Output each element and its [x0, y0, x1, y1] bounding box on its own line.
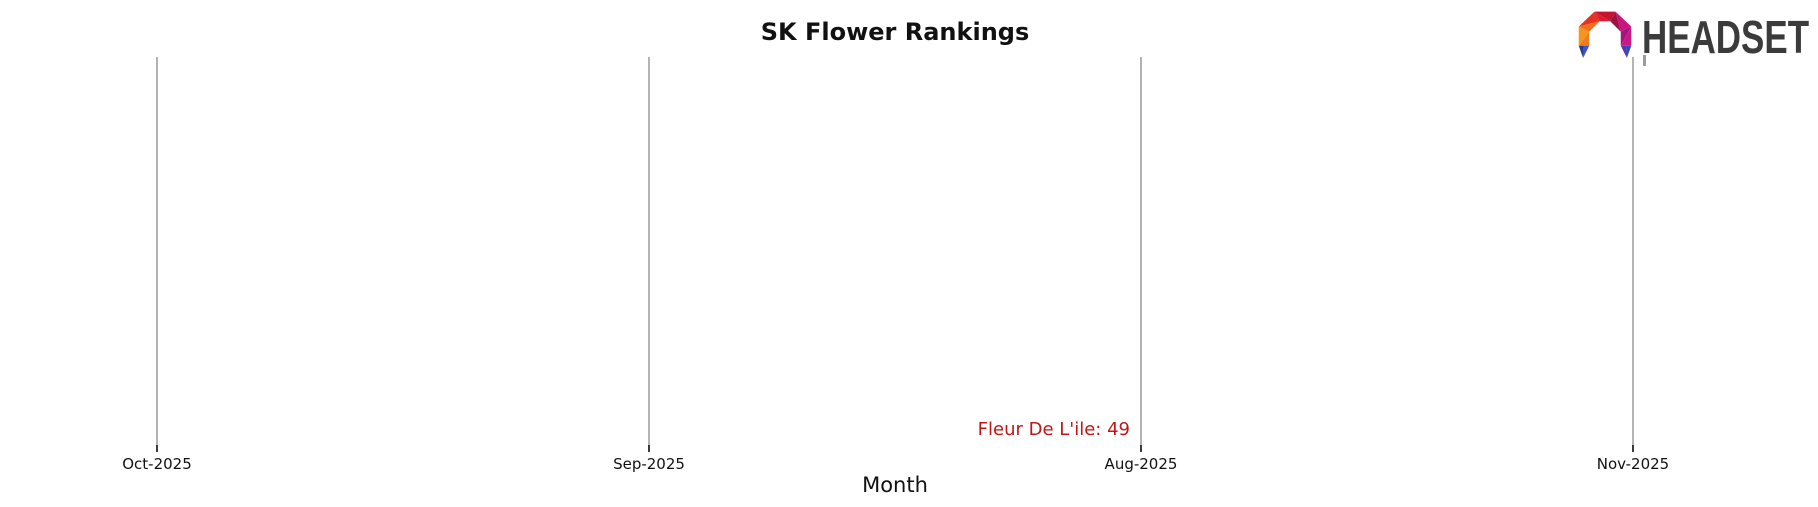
x-tick-mark-aug	[1140, 445, 1142, 452]
x-axis-label: Month	[862, 473, 928, 497]
x-grid-line-aug	[1140, 57, 1142, 445]
x-grid-line-sep	[648, 57, 650, 445]
headset-logo-text: HEADSET	[1642, 11, 1810, 63]
x-grid-line-oct	[156, 57, 158, 445]
logo-caret-mark	[1643, 55, 1646, 66]
x-tick-label-aug: Aug-2025	[1104, 455, 1178, 473]
headset-logo: HEADSET	[1570, 0, 1818, 70]
x-grid-line-nov	[1632, 57, 1634, 445]
x-tick-mark-oct	[156, 445, 158, 452]
x-tick-mark-sep	[648, 445, 650, 452]
x-tick-label-sep: Sep-2025	[613, 455, 685, 473]
x-tick-label-nov: Nov-2025	[1596, 455, 1670, 473]
chart-title: SK Flower Rankings	[760, 18, 1030, 46]
headset-logo-icon	[1578, 11, 1632, 58]
x-tick-mark-nov	[1632, 445, 1634, 452]
x-tick-label-oct: Oct-2025	[122, 455, 192, 473]
series-annotation: Fleur De L'ile: 49	[977, 419, 1130, 440]
